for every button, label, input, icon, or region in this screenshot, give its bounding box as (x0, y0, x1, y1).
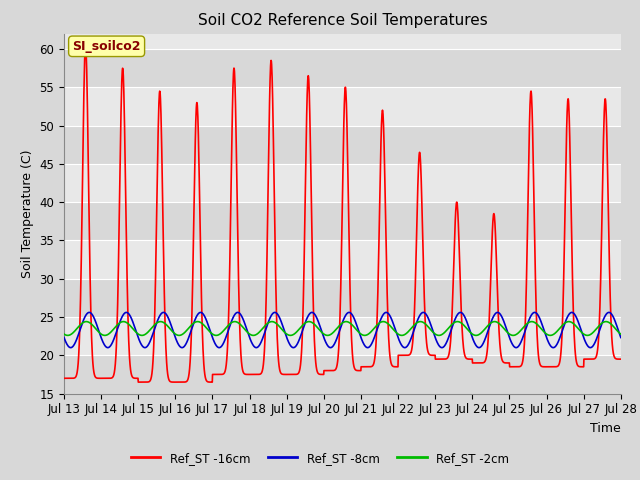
Bar (64, 49, 621, 87)
Y-axis label: Soil Temperature (C): Soil Temperature (C) (21, 149, 34, 278)
Bar (64, 125, 621, 164)
Legend: Ref_ST -16cm, Ref_ST -8cm, Ref_ST -2cm: Ref_ST -16cm, Ref_ST -8cm, Ref_ST -2cm (126, 447, 514, 469)
Text: SI_soilco2: SI_soilco2 (72, 40, 141, 53)
Bar (64, 279, 621, 317)
Bar (64, 355, 621, 394)
X-axis label: Time: Time (590, 422, 621, 435)
Title: Soil CO2 Reference Soil Temperatures: Soil CO2 Reference Soil Temperatures (198, 13, 487, 28)
Bar (64, 202, 621, 240)
